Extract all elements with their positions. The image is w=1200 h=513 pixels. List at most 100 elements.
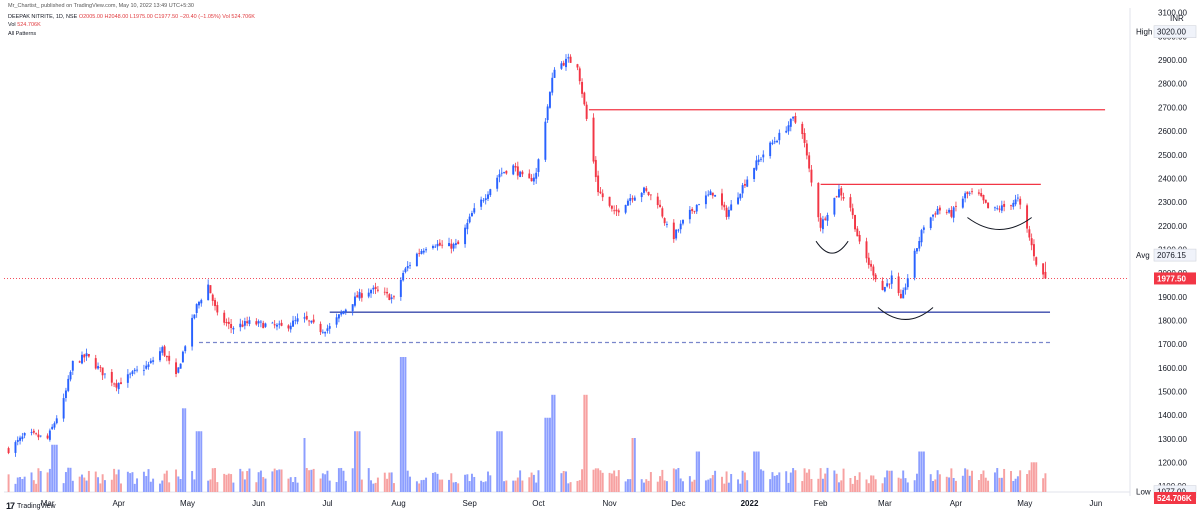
candle-body — [305, 315, 308, 320]
volume-bar — [264, 478, 267, 492]
y-tick-label: 2300.00 — [1158, 198, 1187, 207]
volume-bar — [714, 470, 717, 492]
volume-bar — [136, 478, 139, 492]
candle-body — [487, 194, 489, 199]
candle-body — [303, 317, 306, 319]
candle-body — [37, 434, 40, 438]
volume-bar — [704, 480, 707, 492]
candle-body — [175, 362, 178, 375]
candle-body — [840, 188, 843, 196]
candle-body — [7, 448, 10, 454]
candle-body — [578, 68, 581, 82]
volume-bar — [358, 431, 361, 492]
candle-body — [874, 274, 877, 280]
x-tick-label: Jun — [252, 499, 265, 508]
volume-bar — [409, 476, 411, 492]
volume-bar — [484, 481, 487, 492]
volume-bar — [980, 473, 983, 492]
candle-body — [496, 177, 499, 189]
volume-bar — [207, 480, 210, 492]
volume-bar — [817, 478, 820, 492]
tradingview-brand: TradingView — [17, 502, 56, 510]
candle-body — [704, 195, 707, 205]
symbol-name: DEEPAK NITRITE, 1D, NSE — [8, 14, 78, 20]
candle-body — [216, 305, 219, 313]
candle-body — [544, 121, 547, 160]
candle-body — [257, 321, 260, 324]
candle-body — [232, 327, 235, 330]
volume-bar — [819, 468, 822, 492]
volume-bar — [308, 470, 311, 492]
candle-body — [23, 433, 26, 436]
patterns-legend[interactable]: All Patterns — [8, 31, 37, 37]
volume-bar — [865, 479, 868, 492]
candle-body — [207, 284, 210, 301]
volume-bar — [448, 479, 450, 492]
volume-bar — [1016, 476, 1019, 492]
candle-body — [805, 143, 808, 156]
volume-bar — [97, 477, 100, 492]
volume-bar — [62, 483, 65, 492]
volume-bar — [665, 481, 668, 492]
candle-body — [835, 196, 838, 198]
volume-bar — [663, 480, 666, 492]
volume-bar — [746, 480, 749, 492]
volume-bar — [585, 394, 588, 492]
volume-bar — [466, 474, 469, 492]
volume-bar — [938, 474, 941, 492]
y-tick-label: 3100.00 — [1158, 9, 1187, 18]
candle-body — [727, 209, 730, 217]
volume-bar — [239, 468, 242, 492]
volume-bar — [902, 470, 905, 492]
volume-bar — [840, 480, 843, 492]
volume-bar — [679, 478, 682, 492]
volume-bar — [613, 470, 616, 492]
candle-body — [161, 347, 164, 353]
volume-bar — [932, 481, 934, 492]
candle-body — [723, 204, 726, 208]
volume-bar — [597, 468, 600, 492]
volume-bar — [328, 480, 331, 492]
volume-bar — [32, 480, 35, 492]
volume-bar — [899, 478, 902, 492]
volume-bar — [771, 472, 774, 492]
volume-bar — [388, 472, 391, 492]
candle-body — [326, 328, 329, 331]
candle-body — [94, 358, 97, 369]
x-tick-label: May — [1017, 499, 1032, 508]
candle-body — [115, 383, 118, 388]
candle-body — [792, 116, 795, 119]
candle-body — [592, 117, 595, 162]
candle-body — [721, 193, 723, 206]
candle-body — [532, 177, 535, 182]
volume-bar — [693, 479, 696, 492]
candle-body — [915, 248, 918, 252]
candle-body — [693, 210, 696, 212]
volume-bar — [964, 468, 967, 492]
volume-bar — [312, 468, 315, 492]
volume-bar — [120, 483, 122, 492]
candle-body — [760, 158, 762, 160]
volume-bar — [803, 468, 806, 492]
volume-bar — [977, 480, 980, 492]
volume-bar — [55, 444, 58, 492]
candle-body — [159, 351, 161, 361]
volume-bar — [241, 471, 244, 492]
volume-bar — [514, 480, 517, 492]
volume-bar — [707, 479, 710, 492]
volume-bar — [757, 451, 760, 492]
volume-bar — [392, 483, 395, 492]
candle-body — [409, 264, 411, 266]
candle-body — [530, 178, 533, 182]
candle-body — [468, 216, 471, 223]
volume-bar — [191, 471, 194, 492]
volume-bar — [225, 474, 228, 492]
volume-bar — [117, 469, 120, 492]
volume-bar — [808, 469, 811, 492]
volume-bar — [755, 451, 758, 492]
volume-bar — [19, 477, 22, 492]
vol-price-value: 524.706K — [1157, 494, 1192, 503]
candle-body — [39, 435, 42, 437]
volume-bar — [711, 475, 714, 492]
